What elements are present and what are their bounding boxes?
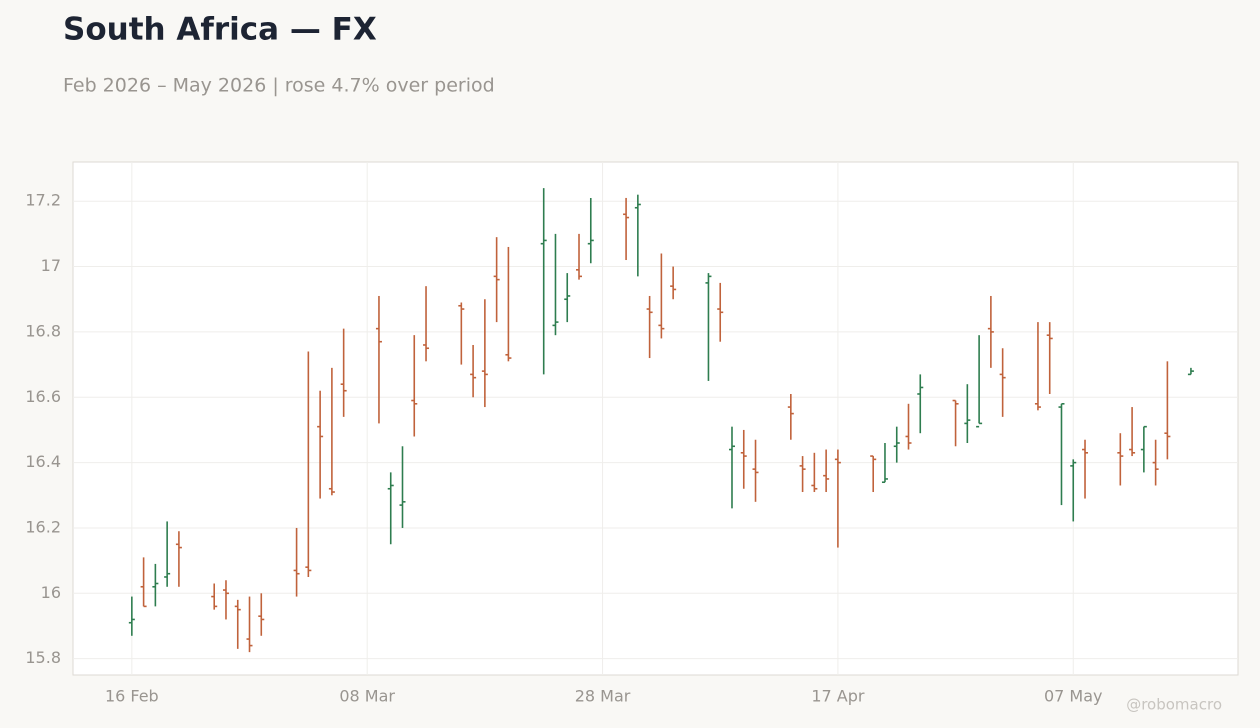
- y-tick-label: 16.6: [25, 387, 61, 406]
- y-tick-label: 16.4: [25, 452, 61, 471]
- plot-area: [72, 161, 1239, 676]
- x-tick-label: 28 Mar: [575, 687, 631, 706]
- y-tick-label: 17.2: [25, 191, 61, 210]
- x-tick-label: 07 May: [1044, 687, 1103, 706]
- credit: @robomacro: [1126, 696, 1222, 714]
- x-tick-label: 08 Mar: [339, 687, 395, 706]
- y-tick-label: 16: [41, 583, 61, 602]
- x-tick-label: 16 Feb: [105, 687, 159, 706]
- y-tick-label: 16.2: [25, 517, 61, 536]
- y-tick-label: 16.8: [25, 321, 61, 340]
- chart-title: South Africa — FX: [63, 12, 377, 48]
- x-tick-label: 17 Apr: [811, 687, 865, 706]
- y-tick-label: 15.8: [25, 648, 61, 667]
- chart-subtitle: Feb 2026 – May 2026 | rose 4.7% over per…: [63, 75, 495, 97]
- y-tick-label: 17: [41, 256, 61, 275]
